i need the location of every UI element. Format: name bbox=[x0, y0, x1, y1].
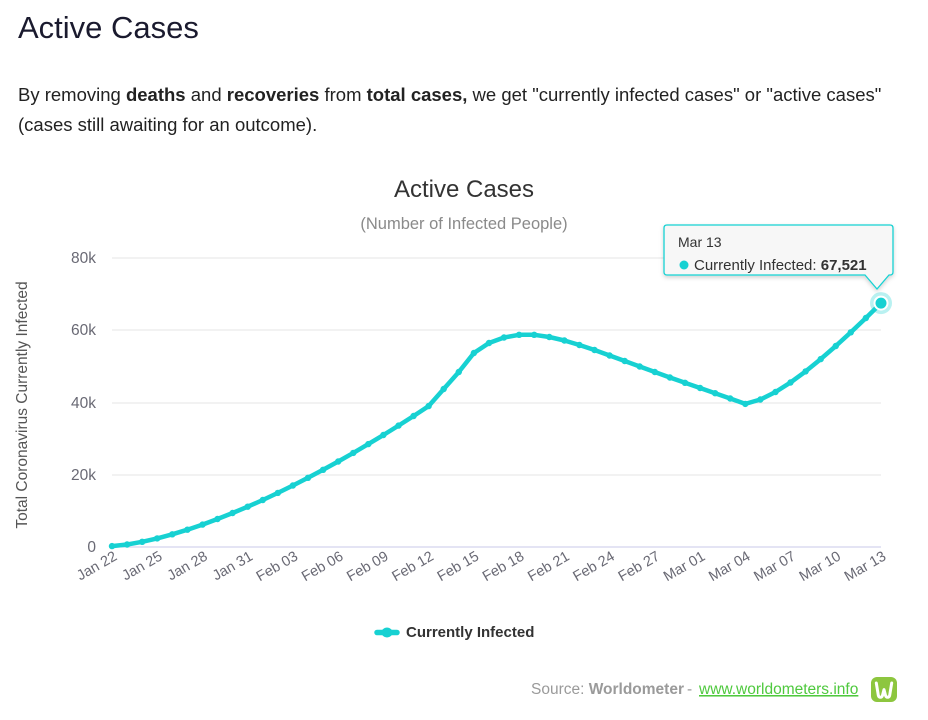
svg-text:Mar 01: Mar 01 bbox=[661, 549, 708, 585]
svg-text:Jan 28: Jan 28 bbox=[165, 549, 211, 585]
svg-text:Source:: Source: bbox=[531, 681, 584, 698]
svg-text:Worldometer: Worldometer bbox=[589, 681, 684, 698]
svg-text:Currently Infected: Currently Infected bbox=[406, 624, 534, 641]
svg-text:Mar 07: Mar 07 bbox=[751, 549, 798, 585]
svg-text:www.worldometers.info: www.worldometers.info bbox=[698, 681, 858, 698]
svg-text:Mar 13: Mar 13 bbox=[678, 234, 722, 250]
svg-text:Feb 18: Feb 18 bbox=[480, 549, 527, 585]
svg-text:Feb 21: Feb 21 bbox=[525, 549, 572, 585]
svg-text:40k: 40k bbox=[71, 395, 96, 412]
svg-text:Feb 06: Feb 06 bbox=[299, 549, 346, 585]
svg-text:Feb 03: Feb 03 bbox=[254, 549, 301, 585]
svg-text:80k: 80k bbox=[71, 250, 96, 267]
svg-text:60k: 60k bbox=[71, 322, 96, 339]
svg-text:Feb 27: Feb 27 bbox=[616, 549, 663, 585]
svg-text:Mar 13: Mar 13 bbox=[842, 549, 889, 585]
svg-text:20k: 20k bbox=[71, 467, 96, 484]
svg-text:Feb 24: Feb 24 bbox=[570, 549, 617, 585]
svg-text:Feb 15: Feb 15 bbox=[435, 549, 482, 585]
svg-text:-: - bbox=[687, 681, 692, 698]
svg-text:Jan 25: Jan 25 bbox=[119, 549, 165, 585]
svg-text:0: 0 bbox=[87, 539, 96, 556]
svg-text:Jan 31: Jan 31 bbox=[210, 549, 256, 585]
svg-text:Feb 12: Feb 12 bbox=[389, 549, 436, 585]
svg-text:Total Coronavirus Currently I: Total Coronavirus Currently Infected bbox=[14, 281, 31, 528]
svg-text:Mar 04: Mar 04 bbox=[706, 549, 753, 585]
svg-text:Currently Infected: 67,521: Currently Infected: 67,521 bbox=[694, 257, 867, 274]
svg-text:Jan 22: Jan 22 bbox=[74, 549, 120, 585]
svg-text:Feb 09: Feb 09 bbox=[344, 549, 391, 585]
svg-text:Mar 10: Mar 10 bbox=[797, 549, 844, 585]
